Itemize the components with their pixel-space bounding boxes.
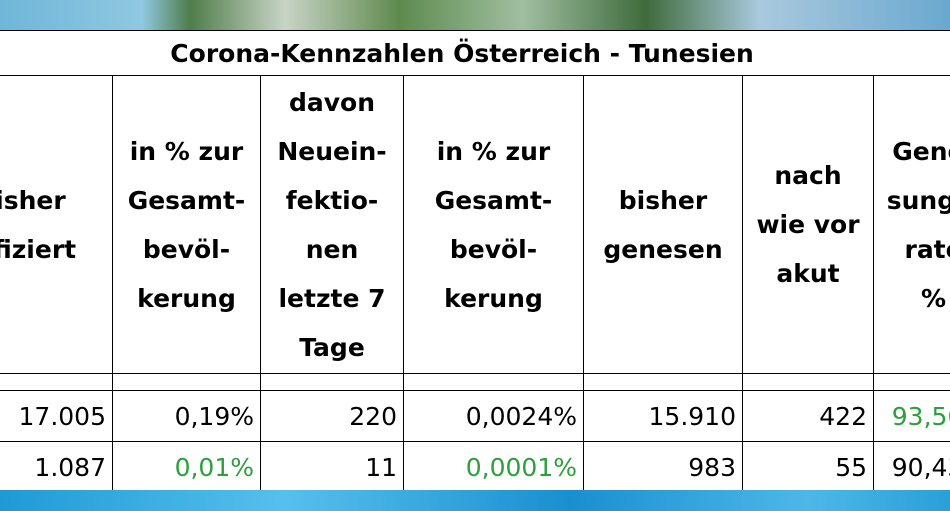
- header-cell: bisher genesen: [583, 75, 743, 374]
- header-line: fektio-: [285, 185, 379, 215]
- data-cell: 90,43%: [872, 441, 950, 493]
- data-cell: 983: [583, 441, 743, 493]
- data-cell: 15.910: [583, 390, 743, 442]
- header-line: wie vor: [756, 210, 860, 239]
- header-cell: in % zur Gesamt-bevöl-kerung: [403, 75, 584, 374]
- header-line: davon: [288, 87, 376, 117]
- header-line: infiziert: [0, 234, 77, 264]
- header-cell: in % zur Gesamt-bevöl-kerung: [112, 75, 261, 374]
- header-line: bisher: [618, 185, 708, 215]
- header-line: Neuein-: [277, 136, 387, 166]
- header-line: kerung: [444, 283, 543, 313]
- header-cell: davon Neuein-fektio-nen letzte 7 Tage: [260, 75, 404, 374]
- header-line: genesen: [603, 234, 723, 264]
- header-line: Gene-: [892, 136, 950, 166]
- data-cell: 1.087: [0, 441, 113, 493]
- data-table: Corona-Kennzahlen Österreich - Tunesien …: [0, 30, 950, 493]
- header-line: rate: [904, 234, 950, 264]
- header-line: sungs-: [886, 185, 950, 215]
- header-image: [0, 0, 950, 30]
- footer-image: [0, 490, 950, 511]
- data-cell: 0,01%: [112, 441, 261, 493]
- header-line: in % zur: [436, 136, 551, 166]
- data-cell: 11: [260, 441, 404, 493]
- header-line: nach: [774, 161, 842, 190]
- header-line: Gesamt-: [434, 185, 553, 215]
- header-line: akut: [776, 259, 840, 288]
- header-line: Gesamt-: [127, 185, 246, 215]
- data-cell: 93,56%: [872, 390, 950, 442]
- header-line: bevöl-: [142, 234, 231, 264]
- header-line: bevöl-: [449, 234, 538, 264]
- data-cell: 220: [260, 390, 404, 442]
- data-cell: 0,0024%: [403, 390, 584, 442]
- table-title: Corona-Kennzahlen Österreich - Tunesien: [0, 30, 950, 76]
- data-cell: 17.005: [0, 390, 113, 442]
- header-line: bisher: [0, 185, 66, 215]
- header-line: letzte 7: [278, 283, 386, 313]
- header-line: nen: [305, 234, 359, 264]
- data-cell: 55: [742, 441, 874, 493]
- header-line: in % zur: [129, 136, 244, 166]
- header-line: kerung: [137, 283, 236, 313]
- data-cell: 0,0001%: [403, 441, 584, 493]
- header-line: %: [921, 283, 947, 313]
- header-cell: Gene-sungs-rate%: [872, 75, 950, 374]
- data-cell: 0,19%: [112, 390, 261, 442]
- header-cell: nach wie vor akut: [742, 75, 874, 374]
- header-cell: bisher infiziert: [0, 75, 113, 374]
- header-line: Tage: [299, 332, 365, 362]
- data-cell: 422: [742, 390, 874, 442]
